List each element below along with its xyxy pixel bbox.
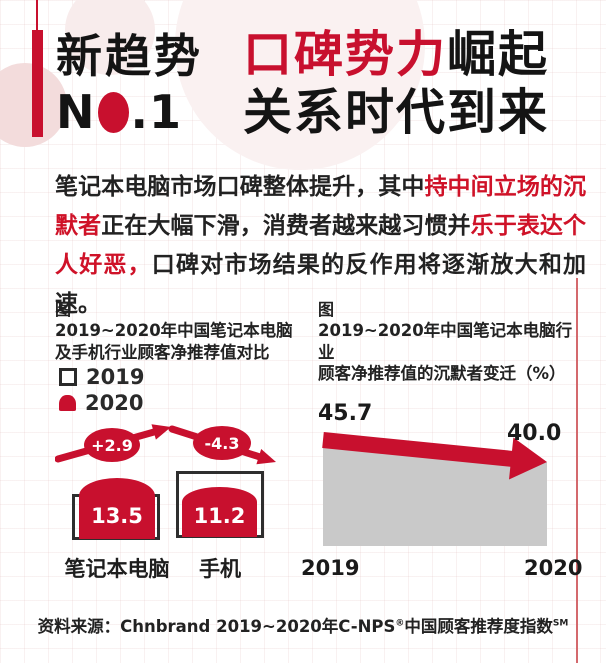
no-suffix: .1 (130, 85, 182, 139)
legend-label-2019: 2019 (86, 365, 145, 389)
x-axis-label-2020: 2020 (524, 556, 583, 580)
bar-2020-laptop: 13.5 (79, 478, 155, 539)
delta-badge-laptop: +2.9 (55, 424, 171, 463)
right-figure-label: 图 (318, 300, 335, 319)
red-accent-line-top (36, 0, 38, 32)
legend-label-2020: 2020 (85, 391, 144, 415)
intro-seg2-highlight: 持中间立场的沉默者 (55, 174, 587, 239)
section-tag-number: N .1 (56, 84, 203, 140)
delta-badge-phone: -4.3 (168, 425, 276, 465)
delta-ellipse (84, 428, 140, 462)
left-chart-title-line1: 2019~2020年中国笔记本电脑 (55, 321, 293, 340)
left-chart-header: 图 2019~2020年中国笔记本电脑 及手机行业顾客净推荐值对比 (55, 296, 305, 363)
source-text-prefix: 资料来源：Chnbrand 2019~2020年C-NPS (37, 617, 396, 636)
right-chart-title-line1: 2019~2020年中国笔记本电脑行业 (318, 321, 573, 362)
bar-value-phone: 11.2 (193, 504, 246, 528)
red-accent-line-right (576, 278, 578, 663)
section-tag: 新趋势 N .1 (56, 28, 203, 140)
page-title: 口碑势力崛起 关系时代到来 (243, 26, 549, 142)
right-chart-title-line2: 顾客净推荐值的沉默者变迁（%） (318, 364, 566, 383)
left-figure-label: 图 (55, 300, 72, 319)
intro-seg5: 口碑对市场结果的反作用将逐渐放大和加速。 (55, 252, 587, 317)
bar-value-laptop: 13.5 (91, 504, 143, 528)
no-prefix: N (56, 85, 96, 139)
intro-seg1: 笔记本电脑市场口碑整体提升，其中 (55, 174, 425, 200)
trend-arrow-down (322, 432, 547, 480)
up-arrow-head-icon (151, 424, 171, 440)
right-chart-header: 图 2019~2020年中国笔记本电脑行业 顾客净推荐值的沉默者变迁（%） (318, 296, 588, 385)
source-text-mid: 中国顾客推荐度指数 (404, 617, 553, 636)
delta-value-laptop: +2.9 (91, 436, 133, 455)
legend-item-2019: 2019 (59, 365, 144, 389)
page-title-line1: 口碑势力崛起 (243, 26, 549, 84)
legend-item-2020: 2020 (59, 391, 143, 415)
area-fill (323, 443, 547, 546)
value-label-2019: 45.7 (318, 401, 373, 426)
x-axis-label-2019: 2019 (301, 556, 360, 580)
legend-swatch-2019-icon (59, 368, 77, 386)
down-arrow-head-icon (256, 449, 276, 465)
delta-ellipse (193, 426, 251, 460)
intro-paragraph: 笔记本电脑市场口碑整体提升，其中持中间立场的沉默者正在大幅下滑，消费者越来越习惯… (55, 168, 586, 324)
red-accent-bar (32, 30, 43, 137)
registered-mark: ® (395, 618, 405, 629)
trend-arrow-shaft (322, 432, 514, 467)
delta-value-phone: -4.3 (205, 434, 240, 453)
page-title-line2: 关系时代到来 (243, 84, 550, 141)
sm-mark: SM (552, 618, 569, 629)
title-rest: 崛起 (447, 26, 550, 83)
legend-swatch-2020-icon (59, 395, 76, 411)
title-highlight: 口碑势力 (243, 26, 448, 83)
category-label-phone: 手机 (199, 557, 241, 581)
section-tag-text: 新趋势 (56, 29, 203, 83)
intro-seg3: 正在大幅下滑，消费者越来越习惯并 (101, 213, 471, 239)
intro-seg4-highlight: 乐于表达个人好恶， (55, 213, 587, 278)
left-chart-title-line2: 及手机行业顾客净推荐值对比 (55, 342, 270, 362)
category-label-laptop: 笔记本电脑 (64, 557, 170, 581)
bar-2020-phone: 11.2 (182, 487, 257, 537)
value-label-2020: 40.0 (507, 421, 562, 446)
decor-circle-medium (65, 0, 155, 75)
source-note: 资料来源：Chnbrand 2019~2020年C-NPS®中国顾客推荐度指数S… (0, 613, 606, 637)
red-oval-o-icon (97, 91, 129, 133)
trend-arrow-head-icon (509, 437, 547, 480)
area-chart-silent-shift (323, 443, 547, 546)
